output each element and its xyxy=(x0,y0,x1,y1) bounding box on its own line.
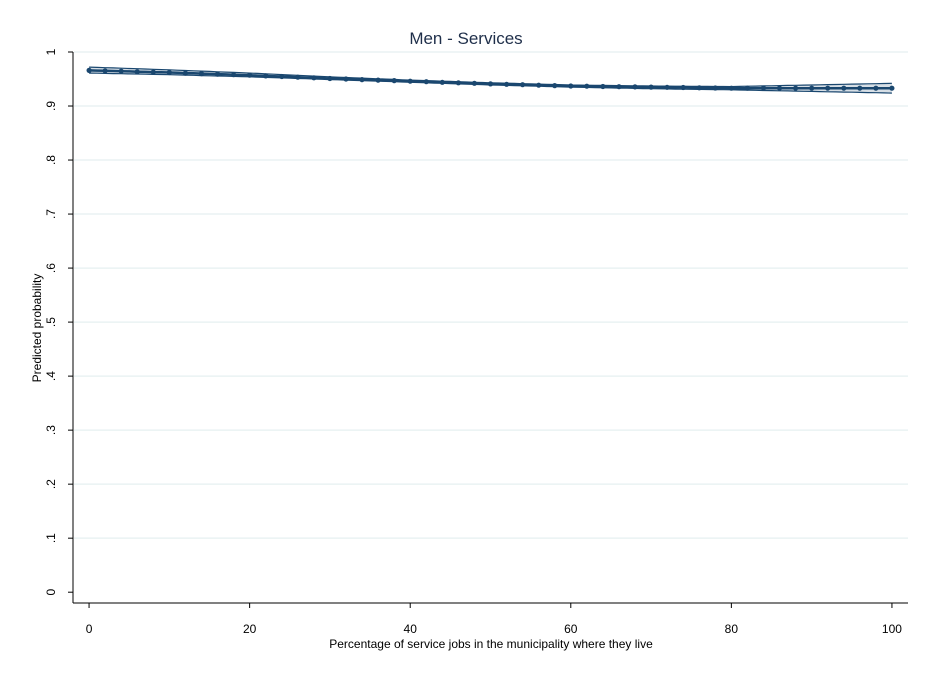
y-tick-label: .9 xyxy=(44,101,58,111)
chart-title: Men - Services xyxy=(409,29,522,48)
y-tick-label: .3 xyxy=(44,425,58,435)
data-point xyxy=(536,82,542,88)
data-point xyxy=(889,85,895,91)
data-point xyxy=(439,79,445,85)
x-axis-title: Percentage of service jobs in the munici… xyxy=(329,637,653,651)
data-point xyxy=(809,85,815,91)
data-point xyxy=(295,74,301,80)
y-tick-label: .2 xyxy=(44,479,58,489)
data-point xyxy=(696,85,702,91)
data-point xyxy=(166,69,172,76)
data-point xyxy=(760,85,767,91)
data-point xyxy=(776,85,783,91)
x-axis-ticks: 0 20 40 60 80 100 xyxy=(86,603,902,636)
y-tick-label: 1 xyxy=(44,48,58,55)
y-axis-ticks: 0 .1 .2 .3 .4 .5 .6 .7 .8 .9 1 xyxy=(44,48,73,596)
data-point xyxy=(568,83,574,89)
data-point xyxy=(793,85,799,91)
data-point xyxy=(680,84,686,91)
data-point xyxy=(857,85,863,91)
data-point xyxy=(327,75,333,82)
data-point xyxy=(487,81,494,87)
data-point xyxy=(728,85,735,91)
y-tick-label: .6 xyxy=(44,263,58,273)
data-point xyxy=(231,72,237,78)
data-point xyxy=(520,82,526,88)
data-point xyxy=(343,76,349,82)
data-point xyxy=(86,67,92,73)
data-point xyxy=(198,71,205,77)
data-point xyxy=(584,83,590,89)
y-tick-label: .7 xyxy=(44,209,58,219)
x-tick-label: 80 xyxy=(725,622,739,636)
x-tick-label: 100 xyxy=(882,622,902,636)
data-point xyxy=(423,79,429,85)
data-point xyxy=(648,84,654,90)
data-point xyxy=(744,85,751,91)
x-tick-label: 40 xyxy=(404,622,418,636)
y-tick-label: .4 xyxy=(44,371,58,381)
data-point xyxy=(150,69,156,75)
data-point xyxy=(279,73,285,80)
y-tick-label: .1 xyxy=(44,533,58,543)
data-point xyxy=(552,83,558,89)
y-tick-label: .5 xyxy=(44,317,58,327)
data-point xyxy=(632,84,638,90)
y-axis-title: Predicted probability xyxy=(30,274,44,383)
data-point xyxy=(825,85,831,91)
data-point xyxy=(134,69,140,75)
data-point xyxy=(455,80,461,86)
data-point xyxy=(841,85,847,91)
data-point xyxy=(311,75,317,81)
y-tick-label: .8 xyxy=(44,155,58,165)
gridlines xyxy=(74,51,908,539)
data-points xyxy=(86,67,895,91)
x-tick-label: 20 xyxy=(243,622,257,636)
data-point xyxy=(712,85,718,91)
data-point xyxy=(407,78,413,84)
y-tick-label: 0 xyxy=(44,589,58,596)
data-point xyxy=(616,84,622,90)
data-point xyxy=(504,81,510,87)
data-point xyxy=(247,72,253,78)
axes xyxy=(72,52,908,604)
data-point xyxy=(471,80,477,86)
data-point xyxy=(873,85,879,91)
data-point xyxy=(600,83,606,90)
data-point xyxy=(214,71,221,77)
data-point xyxy=(118,68,124,74)
x-tick-label: 0 xyxy=(86,622,93,636)
data-point xyxy=(263,73,269,79)
data-point xyxy=(664,84,670,90)
data-point xyxy=(375,77,381,83)
data-point xyxy=(102,68,108,74)
x-tick-label: 60 xyxy=(564,622,578,636)
data-point xyxy=(359,77,365,83)
data-point xyxy=(391,78,397,84)
data-point xyxy=(182,70,188,76)
